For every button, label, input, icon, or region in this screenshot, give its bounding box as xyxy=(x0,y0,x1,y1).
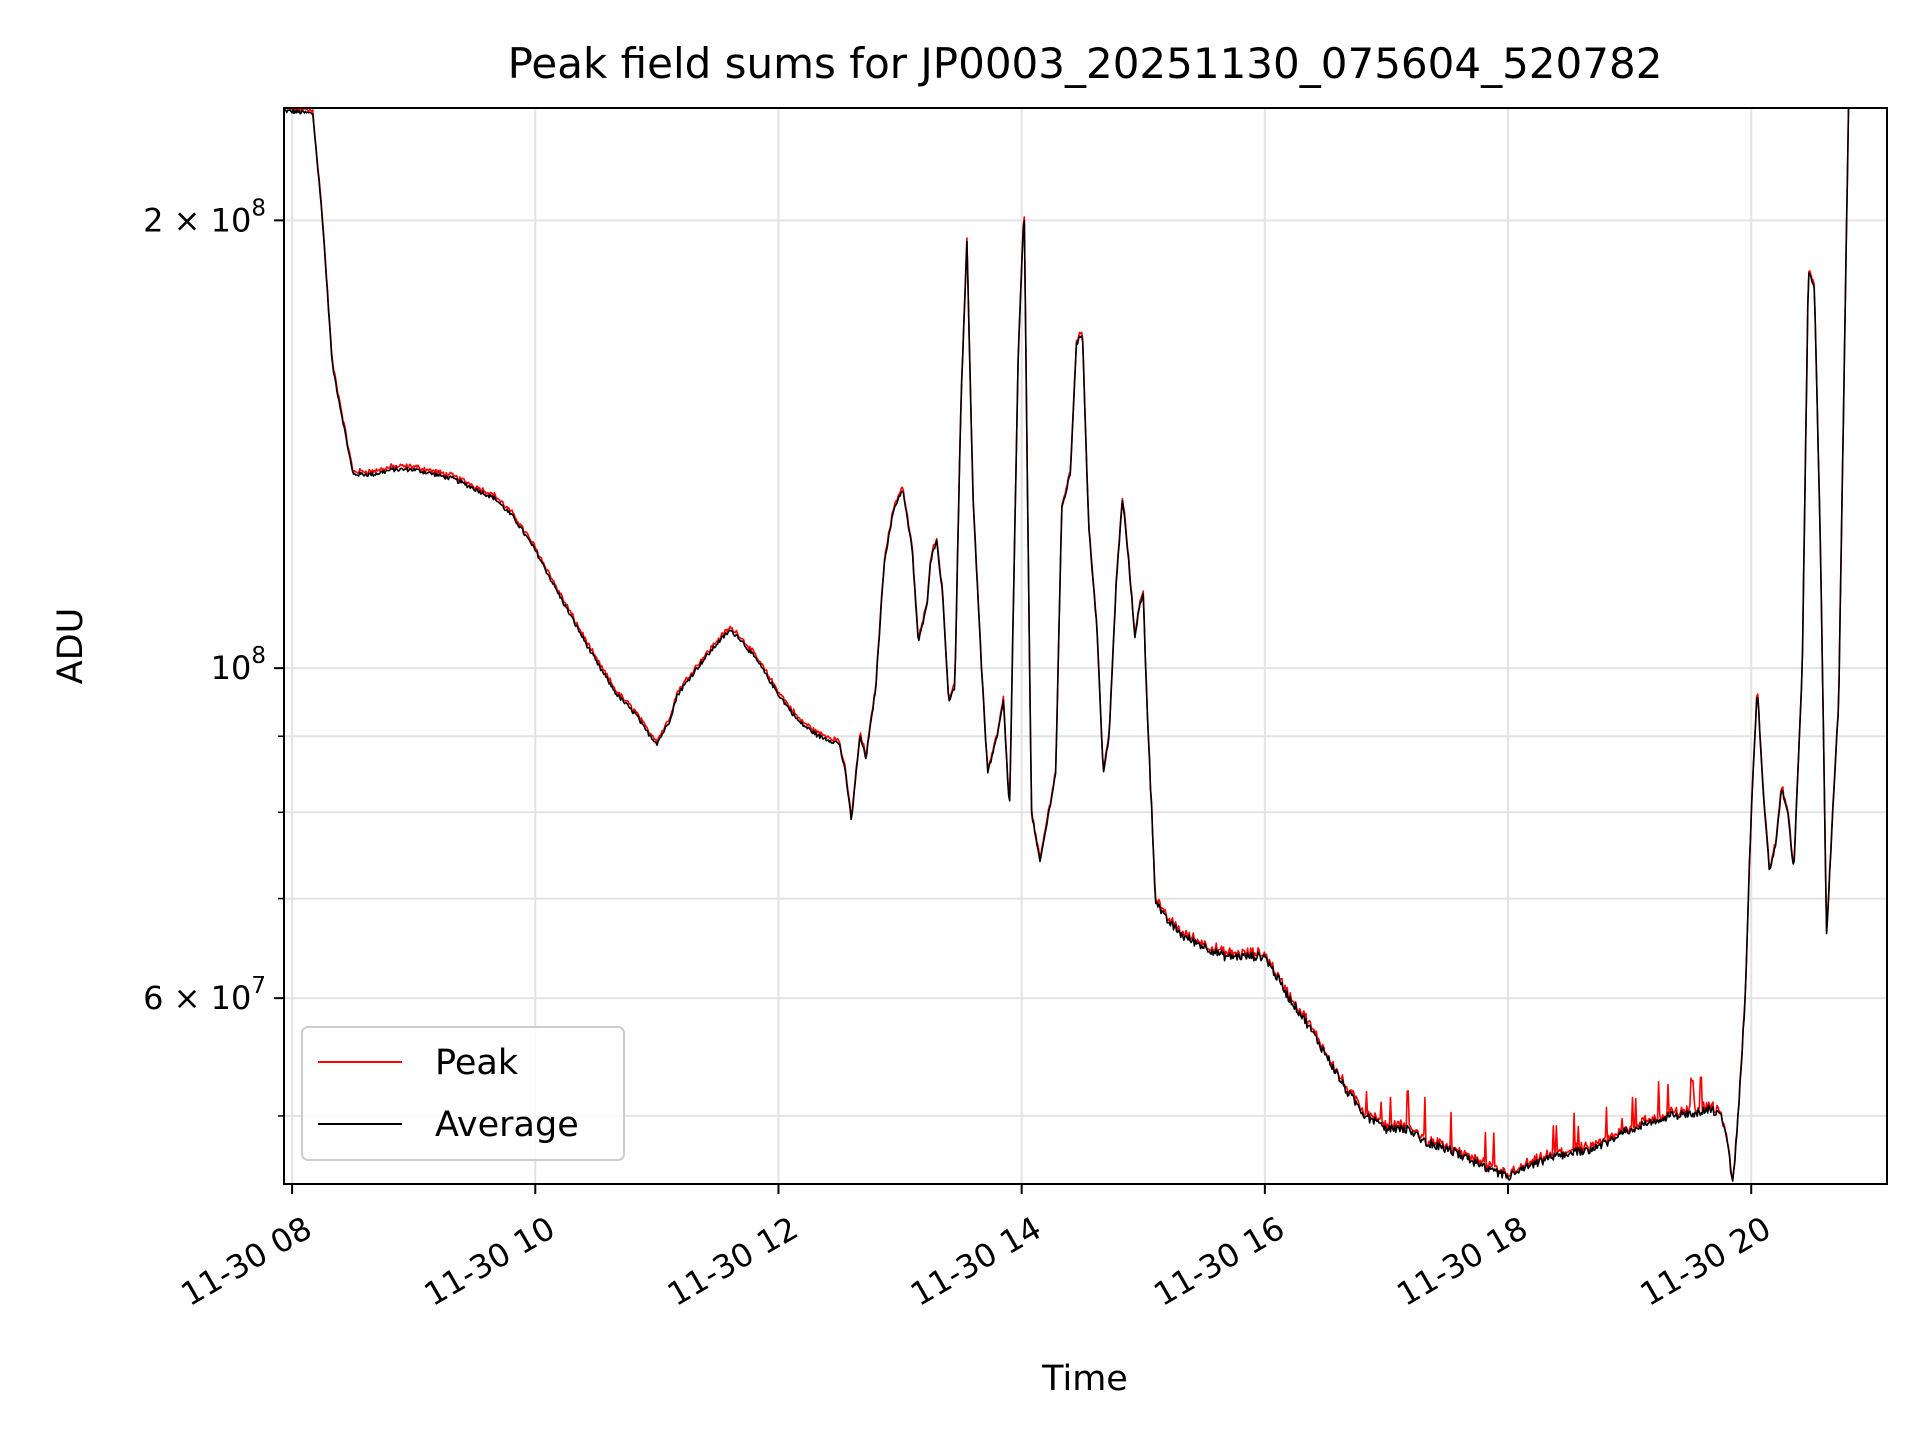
x-axis-label: Time xyxy=(1041,1359,1128,1399)
legend-box xyxy=(301,1026,625,1161)
plot-lines xyxy=(283,107,1850,1182)
y-tick-label-exponent: 8 xyxy=(251,195,266,221)
y-axis-label: ADU xyxy=(51,608,91,685)
series-average-line xyxy=(283,108,1850,1182)
y-tick-label: 2 × 108 xyxy=(143,195,266,239)
y-tick-label: 6 × 107 xyxy=(143,973,266,1017)
plot-frame xyxy=(283,107,1888,1185)
y-tick-label-base: 6 × 10 xyxy=(143,979,251,1017)
legend: Peak Average xyxy=(301,1026,625,1161)
y-tick-label: 108 xyxy=(211,643,266,687)
y-tick-label-base: 2 × 10 xyxy=(143,201,251,239)
chart-title: Peak field sums for JP0003_20251130_0756… xyxy=(508,39,1663,88)
legend-label-average: Average xyxy=(435,1105,579,1145)
y-tick-label-exponent: 7 xyxy=(251,973,266,999)
legend-label-peak: Peak xyxy=(435,1043,519,1083)
y-tick-label-exponent: 8 xyxy=(251,643,266,669)
y-tick-label-base: 10 xyxy=(211,649,252,687)
